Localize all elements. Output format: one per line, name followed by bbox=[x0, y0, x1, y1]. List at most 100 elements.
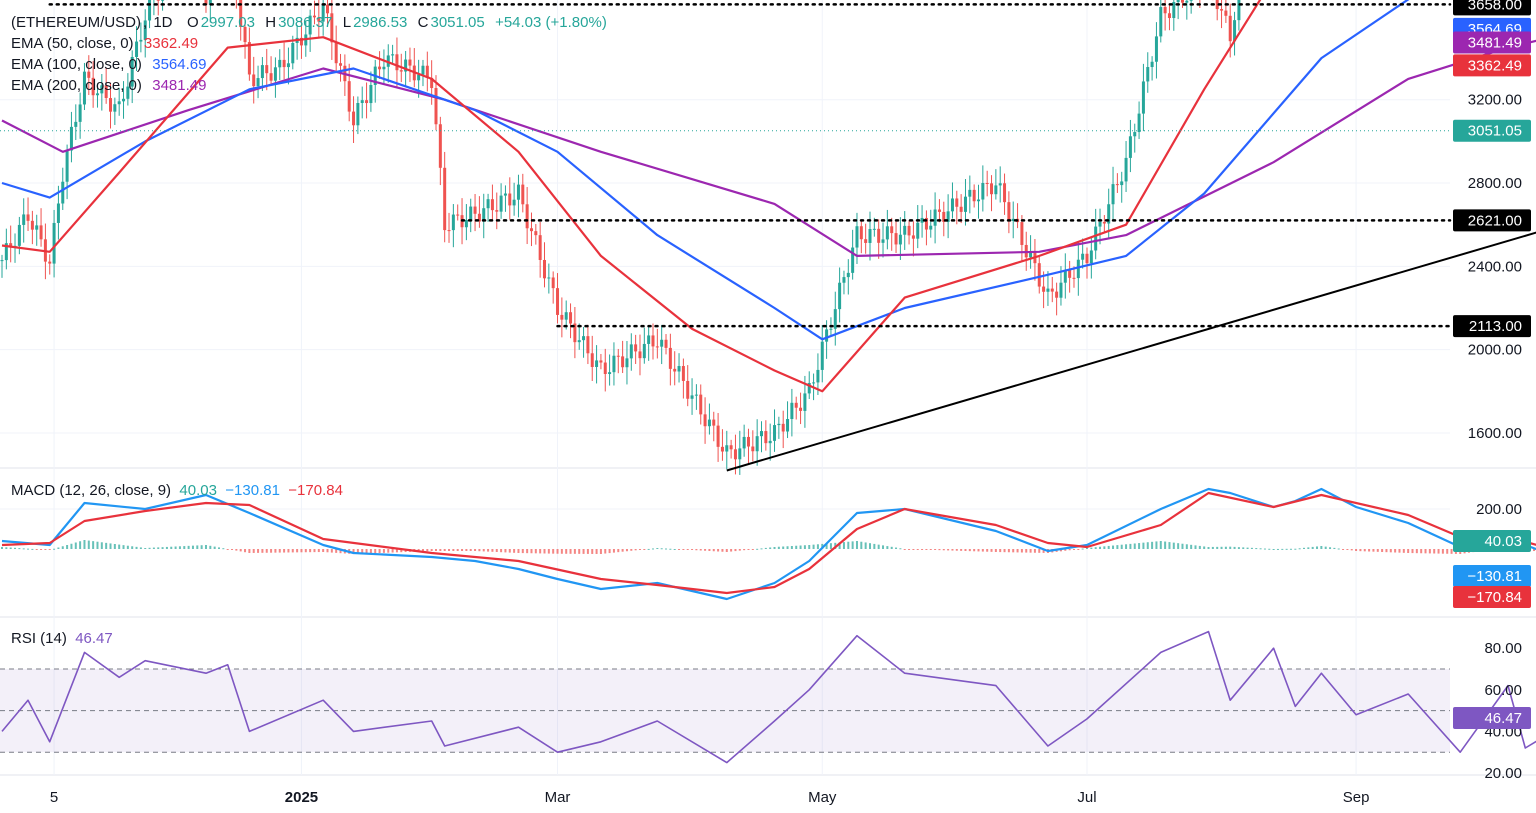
candle[interactable] bbox=[1189, 0, 1193, 14]
candle[interactable] bbox=[664, 334, 668, 355]
candle[interactable] bbox=[1220, 0, 1224, 29]
candle[interactable] bbox=[26, 197, 30, 231]
candle[interactable] bbox=[1198, 0, 1201, 9]
candle[interactable] bbox=[673, 351, 677, 386]
candle[interactable] bbox=[360, 86, 364, 119]
candle[interactable] bbox=[334, 25, 338, 72]
candle[interactable] bbox=[681, 358, 685, 399]
candle[interactable] bbox=[994, 169, 998, 200]
candle[interactable] bbox=[469, 198, 473, 233]
candle[interactable] bbox=[972, 184, 976, 208]
candle[interactable] bbox=[881, 222, 885, 258]
candle[interactable] bbox=[885, 209, 889, 250]
candle[interactable] bbox=[1102, 215, 1106, 234]
candle[interactable] bbox=[742, 424, 746, 457]
candle[interactable] bbox=[629, 333, 633, 371]
candle[interactable] bbox=[543, 242, 546, 288]
candle[interactable] bbox=[252, 56, 256, 104]
candle[interactable] bbox=[746, 428, 750, 465]
candle[interactable] bbox=[395, 37, 399, 88]
candle[interactable] bbox=[365, 82, 369, 119]
candle[interactable] bbox=[486, 193, 490, 222]
candle[interactable] bbox=[573, 306, 577, 359]
macd-hist-tag[interactable]: 40.03 bbox=[1453, 530, 1531, 552]
candle[interactable] bbox=[126, 73, 130, 106]
candle[interactable] bbox=[477, 196, 481, 228]
candle[interactable] bbox=[1146, 52, 1150, 93]
candle[interactable] bbox=[981, 165, 985, 212]
candle[interactable] bbox=[1072, 266, 1076, 288]
candle[interactable] bbox=[143, 9, 147, 58]
candle[interactable] bbox=[1033, 239, 1037, 281]
candle[interactable] bbox=[91, 61, 95, 108]
candle[interactable] bbox=[898, 217, 902, 260]
macd-signal-tag[interactable]: −170.84 bbox=[1453, 586, 1531, 608]
candle[interactable] bbox=[260, 57, 264, 92]
candle[interactable] bbox=[48, 254, 52, 275]
signal-line[interactable] bbox=[1, 491, 1536, 595]
candle[interactable] bbox=[851, 229, 855, 280]
candle[interactable] bbox=[603, 348, 607, 392]
candle[interactable] bbox=[1037, 256, 1041, 294]
candle[interactable] bbox=[39, 208, 43, 247]
candle[interactable] bbox=[716, 413, 720, 462]
candle[interactable] bbox=[534, 223, 538, 245]
candle[interactable] bbox=[356, 96, 360, 135]
candle[interactable] bbox=[911, 221, 915, 257]
candle[interactable] bbox=[265, 48, 269, 91]
level-tag-3658[interactable]: 3658.00 bbox=[1453, 0, 1531, 16]
candle[interactable] bbox=[408, 47, 412, 82]
candle[interactable] bbox=[538, 222, 542, 278]
candle[interactable] bbox=[273, 57, 277, 98]
candle[interactable] bbox=[907, 220, 911, 245]
candle[interactable] bbox=[638, 334, 642, 376]
candle[interactable] bbox=[916, 205, 920, 249]
macd-pane[interactable] bbox=[1, 487, 1536, 601]
candle[interactable] bbox=[1150, 56, 1154, 81]
candle[interactable] bbox=[451, 204, 455, 248]
candle[interactable] bbox=[859, 219, 863, 254]
candle[interactable] bbox=[35, 214, 39, 246]
candle[interactable] bbox=[1172, 0, 1176, 31]
ema200-tag[interactable]: 3481.49 bbox=[1453, 31, 1531, 54]
candle[interactable] bbox=[135, 26, 139, 71]
candle[interactable] bbox=[1050, 276, 1054, 303]
candle[interactable] bbox=[751, 430, 755, 462]
candle[interactable] bbox=[74, 104, 78, 141]
candle[interactable] bbox=[482, 193, 486, 239]
candle[interactable] bbox=[781, 410, 785, 449]
candle[interactable] bbox=[564, 300, 568, 330]
candle[interactable] bbox=[1163, 0, 1167, 31]
candle[interactable] bbox=[1167, 5, 1171, 31]
price-axis[interactable]: 1600.002000.002400.002800.003200.004000.… bbox=[1453, 0, 1531, 782]
candle[interactable] bbox=[0, 254, 4, 278]
candle[interactable] bbox=[152, 0, 155, 16]
price-pane[interactable] bbox=[0, 0, 1536, 475]
candle[interactable] bbox=[369, 71, 373, 112]
candle[interactable] bbox=[595, 345, 599, 384]
candle[interactable] bbox=[1137, 101, 1141, 140]
time-axis[interactable]: 52025MarMayJulSepNov2026 bbox=[50, 789, 1536, 806]
candle[interactable] bbox=[959, 194, 963, 224]
candle[interactable] bbox=[113, 97, 117, 125]
candle[interactable] bbox=[1233, 11, 1237, 56]
candle[interactable] bbox=[694, 384, 698, 410]
rsi-value-tag[interactable]: 46.47 bbox=[1453, 706, 1531, 729]
candle[interactable] bbox=[503, 185, 507, 212]
candle[interactable] bbox=[508, 177, 512, 220]
candle[interactable] bbox=[308, 9, 312, 52]
candle[interactable] bbox=[326, 0, 329, 24]
candle[interactable] bbox=[838, 267, 842, 323]
candle[interactable] bbox=[56, 185, 60, 240]
candle[interactable] bbox=[998, 166, 1002, 203]
candle[interactable] bbox=[703, 397, 707, 444]
candle[interactable] bbox=[920, 205, 924, 238]
candle[interactable] bbox=[339, 53, 343, 82]
rsi-line[interactable] bbox=[1, 630, 1536, 764]
candle[interactable] bbox=[668, 333, 672, 386]
candle[interactable] bbox=[1089, 236, 1093, 279]
candle[interactable] bbox=[1154, 22, 1158, 79]
candle[interactable] bbox=[963, 179, 967, 226]
candle[interactable] bbox=[529, 212, 533, 247]
